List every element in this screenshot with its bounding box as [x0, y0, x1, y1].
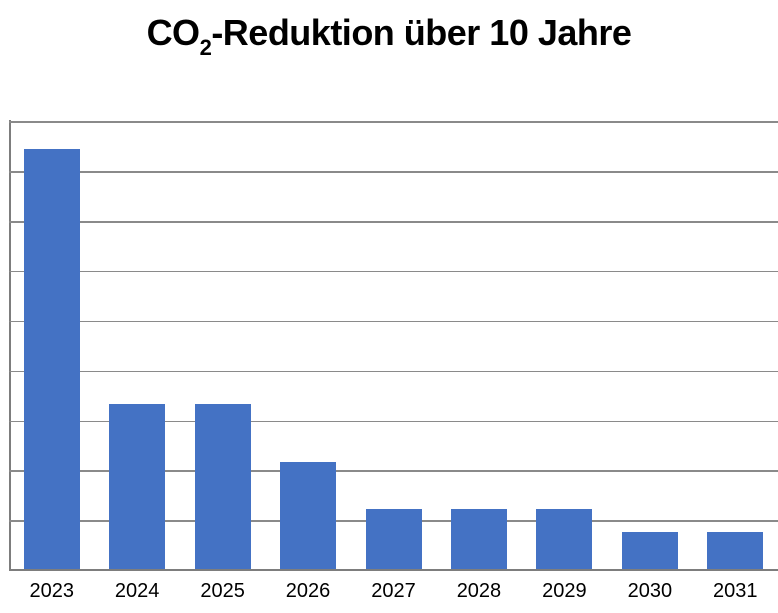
bar-2031 — [707, 532, 764, 570]
x-axis-label-2023: 2023 — [29, 580, 74, 602]
bar-2029 — [536, 509, 593, 570]
x-axis-labels: 2023 2024 2025 2026 2027 2028 2029 2030 2031 — [9, 580, 778, 608]
bar-2028 — [450, 509, 507, 570]
gridline — [9, 171, 778, 173]
x-axis-label-2028: 2028 — [456, 580, 502, 602]
x-axis-line — [9, 569, 778, 571]
bar-2026 — [280, 462, 337, 570]
x-axis-label-2031: 2031 — [713, 580, 758, 602]
x-axis-label-2030: 2030 — [627, 580, 673, 602]
x-axis-label-2024: 2024 — [114, 580, 160, 602]
plot-area — [9, 120, 778, 571]
chart-title-pre: CO — [146, 12, 201, 53]
x-axis-label-2027: 2027 — [371, 580, 416, 602]
x-axis-label-2029: 2029 — [542, 580, 587, 602]
gridline — [9, 420, 778, 423]
gridline — [9, 320, 778, 323]
gridline — [9, 221, 778, 223]
bar-2024 — [109, 404, 166, 570]
chart-title: CO2-Reduktion über 10 Jahre — [0, 13, 778, 68]
y-axis-line — [9, 120, 11, 571]
bar-2025 — [194, 404, 251, 570]
gridline — [9, 121, 778, 123]
chart-title-subscript: 2 — [199, 35, 212, 60]
bar-2030 — [621, 532, 678, 570]
x-axis-label-2025: 2025 — [200, 580, 245, 602]
gridline — [9, 470, 778, 472]
bar-2027 — [365, 509, 422, 570]
x-axis-label-2026: 2026 — [285, 580, 331, 602]
bar-2023 — [23, 149, 80, 570]
chart-title-post: -Reduktion über 10 Jahre — [211, 12, 632, 53]
gridline — [9, 270, 778, 273]
gridline — [9, 370, 778, 373]
